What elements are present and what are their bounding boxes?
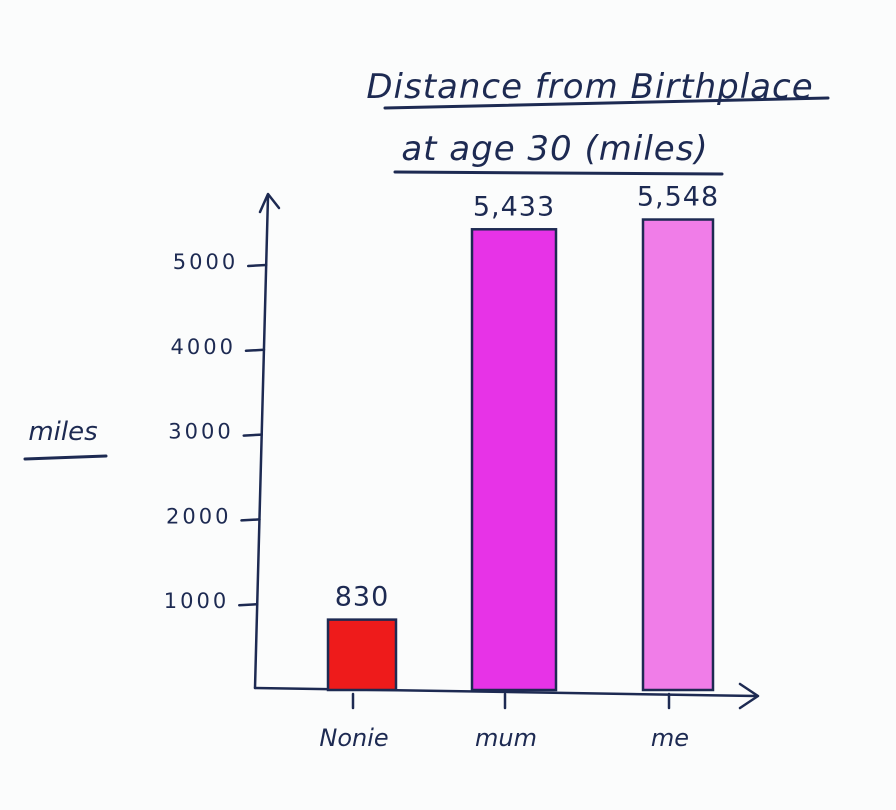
y-tick-mark (242, 433, 263, 437)
y-axis-label-underline (23, 454, 108, 461)
category-label-nonie: Nonie (319, 724, 388, 752)
title-underline-1 (383, 96, 830, 110)
y-tick-mark (237, 602, 259, 607)
chart-title-line2: at age 30 (miles) (401, 129, 708, 169)
y-axis-label: miles (28, 417, 97, 447)
category-label-mum: mum (475, 724, 537, 752)
y-tick-label: 1000 (164, 589, 229, 613)
y-tick-mark (246, 263, 268, 268)
data-label-me: 5,548 (637, 182, 719, 213)
title-underline-2 (393, 170, 724, 176)
data-label-nonie: 830 (335, 582, 390, 613)
bar-mum (470, 228, 558, 692)
y-ticks: 1000 2000 3000 4000 5000 (164, 250, 268, 613)
y-axis-arrowhead (258, 192, 281, 214)
bar-nonie (326, 618, 398, 692)
x-axis-arrowhead (738, 682, 760, 710)
y-axis-line (253, 194, 270, 690)
y-tick-mark (244, 348, 266, 353)
category-labels: Nonie mum me (319, 692, 689, 752)
y-tick-mark (240, 518, 261, 522)
data-labels: 830 5,433 5,548 (335, 182, 719, 613)
y-tick-label: 5000 (173, 250, 238, 274)
y-tick-label: 2000 (166, 504, 231, 528)
bar-me (641, 218, 715, 692)
y-tick-label: 3000 (168, 420, 233, 444)
data-label-mum: 5,433 (473, 191, 555, 222)
bars (326, 218, 715, 692)
category-label-me: me (651, 724, 689, 752)
y-tick-label: 4000 (171, 335, 236, 359)
